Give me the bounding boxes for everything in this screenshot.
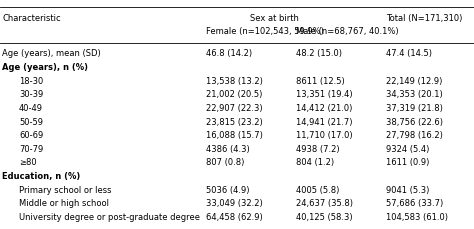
Text: 9324 (5.4): 9324 (5.4) [386,144,430,153]
Text: 48.2 (15.0): 48.2 (15.0) [296,49,342,58]
Text: 14,941 (21.7): 14,941 (21.7) [296,117,353,126]
Text: University degree or post-graduate degree: University degree or post-graduate degre… [19,212,200,221]
Text: 70-79: 70-79 [19,144,43,153]
Text: 22,907 (22.3): 22,907 (22.3) [206,104,263,112]
Text: 37,319 (21.8): 37,319 (21.8) [386,104,443,112]
Text: 804 (1.2): 804 (1.2) [296,158,334,167]
Text: 13,538 (13.2): 13,538 (13.2) [206,76,263,85]
Text: Total (N=171,310): Total (N=171,310) [386,14,463,23]
Text: 22,149 (12.9): 22,149 (12.9) [386,76,443,85]
Text: 34,353 (20.1): 34,353 (20.1) [386,90,443,99]
Text: 60-69: 60-69 [19,131,43,140]
Text: 4005 (5.8): 4005 (5.8) [296,185,340,194]
Text: 14,412 (21.0): 14,412 (21.0) [296,104,353,112]
Text: 807 (0.8): 807 (0.8) [206,158,245,167]
Text: 40,125 (58.3): 40,125 (58.3) [296,212,353,221]
Text: 4386 (4.3): 4386 (4.3) [206,144,250,153]
Text: Sex at birth: Sex at birth [250,14,300,23]
Text: 4938 (7.2): 4938 (7.2) [296,144,340,153]
Text: 57,686 (33.7): 57,686 (33.7) [386,199,444,207]
Text: 46.8 (14.2): 46.8 (14.2) [206,49,252,58]
Text: 47.4 (14.5): 47.4 (14.5) [386,49,432,58]
Text: 104,583 (61.0): 104,583 (61.0) [386,212,448,221]
Text: 21,002 (20.5): 21,002 (20.5) [206,90,263,99]
Text: 64,458 (62.9): 64,458 (62.9) [206,212,263,221]
Text: 50-59: 50-59 [19,117,43,126]
Text: Primary school or less: Primary school or less [19,185,111,194]
Text: 18-30: 18-30 [19,76,43,85]
Text: Characteristic: Characteristic [2,14,61,23]
Text: ≥80: ≥80 [19,158,36,167]
Text: 24,637 (35.8): 24,637 (35.8) [296,199,353,207]
Text: 38,756 (22.6): 38,756 (22.6) [386,117,443,126]
Text: Middle or high school: Middle or high school [19,199,109,207]
Text: Age (years), mean (SD): Age (years), mean (SD) [2,49,101,58]
Text: Education, n (%): Education, n (%) [2,171,81,180]
Text: 27,798 (16.2): 27,798 (16.2) [386,131,443,140]
Text: Age (years), n (%): Age (years), n (%) [2,63,88,72]
Text: Female (n=102,543, 59.9%): Female (n=102,543, 59.9%) [206,27,324,36]
Text: 16,088 (15.7): 16,088 (15.7) [206,131,263,140]
Text: 8611 (12.5): 8611 (12.5) [296,76,345,85]
Text: 23,815 (23.2): 23,815 (23.2) [206,117,263,126]
Text: Male (n=68,767, 40.1%): Male (n=68,767, 40.1%) [296,27,399,36]
Text: 9041 (5.3): 9041 (5.3) [386,185,430,194]
Text: 11,710 (17.0): 11,710 (17.0) [296,131,353,140]
Text: 13,351 (19.4): 13,351 (19.4) [296,90,353,99]
Text: 33,049 (32.2): 33,049 (32.2) [206,199,263,207]
Text: 30-39: 30-39 [19,90,43,99]
Text: 40-49: 40-49 [19,104,43,112]
Text: 5036 (4.9): 5036 (4.9) [206,185,250,194]
Text: 1611 (0.9): 1611 (0.9) [386,158,430,167]
